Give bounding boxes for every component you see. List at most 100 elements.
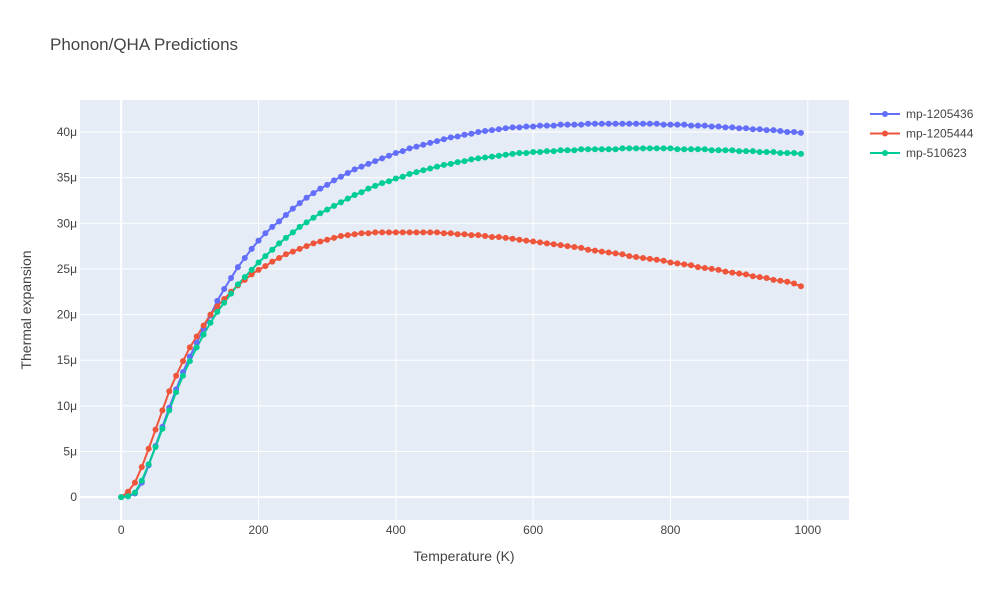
- data-point[interactable]: [241, 254, 248, 261]
- data-point[interactable]: [688, 122, 695, 129]
- data-point[interactable]: [282, 234, 289, 241]
- data-point[interactable]: [248, 245, 255, 252]
- data-point[interactable]: [289, 248, 296, 255]
- data-point[interactable]: [646, 120, 653, 127]
- data-point[interactable]: [585, 146, 592, 153]
- data-point[interactable]: [743, 271, 750, 278]
- data-point[interactable]: [179, 372, 186, 379]
- data-point[interactable]: [578, 146, 585, 153]
- data-point[interactable]: [585, 120, 592, 127]
- data-point[interactable]: [447, 230, 454, 237]
- data-point[interactable]: [701, 122, 708, 129]
- data-point[interactable]: [372, 182, 379, 189]
- data-point[interactable]: [344, 170, 351, 177]
- data-point[interactable]: [791, 149, 798, 156]
- data-point[interactable]: [729, 124, 736, 131]
- data-point[interactable]: [784, 278, 791, 285]
- data-point[interactable]: [598, 120, 605, 127]
- data-point[interactable]: [337, 233, 344, 240]
- data-point[interactable]: [681, 146, 688, 153]
- data-point[interactable]: [372, 158, 379, 165]
- data-point[interactable]: [482, 233, 489, 240]
- data-point[interactable]: [241, 274, 248, 281]
- data-point[interactable]: [495, 152, 502, 159]
- data-point[interactable]: [468, 156, 475, 163]
- data-point[interactable]: [385, 152, 392, 159]
- data-point[interactable]: [372, 229, 379, 236]
- data-point[interactable]: [365, 160, 372, 167]
- data-point[interactable]: [454, 133, 461, 140]
- data-point[interactable]: [324, 181, 331, 188]
- data-point[interactable]: [406, 170, 413, 177]
- data-point[interactable]: [571, 244, 578, 250]
- data-point[interactable]: [715, 147, 722, 154]
- data-point[interactable]: [413, 143, 420, 150]
- data-point[interactable]: [475, 155, 482, 162]
- data-point[interactable]: [640, 120, 647, 127]
- data-point[interactable]: [186, 353, 193, 360]
- data-point[interactable]: [406, 229, 413, 236]
- data-point[interactable]: [736, 270, 743, 277]
- data-point[interactable]: [722, 147, 729, 154]
- data-point[interactable]: [310, 190, 317, 197]
- data-point[interactable]: [482, 128, 489, 135]
- data-point[interactable]: [537, 239, 544, 246]
- data-point[interactable]: [248, 266, 255, 273]
- data-point[interactable]: [784, 128, 791, 135]
- data-point[interactable]: [296, 200, 303, 207]
- data-point[interactable]: [770, 276, 777, 283]
- data-point[interactable]: [427, 165, 434, 172]
- data-point[interactable]: [207, 319, 214, 326]
- data-point[interactable]: [200, 331, 207, 338]
- data-point[interactable]: [440, 161, 447, 168]
- data-point[interactable]: [358, 163, 365, 170]
- data-point[interactable]: [221, 299, 228, 306]
- data-point[interactable]: [736, 148, 743, 155]
- data-point[interactable]: [530, 149, 537, 156]
- data-point[interactable]: [337, 173, 344, 180]
- data-point[interactable]: [557, 121, 564, 128]
- data-point[interactable]: [646, 255, 653, 262]
- data-point[interactable]: [255, 266, 262, 273]
- data-point[interactable]: [214, 303, 221, 310]
- data-point[interactable]: [646, 145, 653, 152]
- data-point[interactable]: [523, 123, 530, 130]
- data-point[interactable]: [653, 120, 660, 127]
- data-point[interactable]: [495, 233, 502, 240]
- data-point[interactable]: [681, 261, 688, 268]
- data-point[interactable]: [468, 130, 475, 137]
- data-point[interactable]: [186, 344, 193, 351]
- data-point[interactable]: [660, 257, 667, 264]
- data-point[interactable]: [282, 212, 289, 219]
- data-point[interactable]: [289, 205, 296, 212]
- data-point[interactable]: [331, 202, 338, 209]
- data-point[interactable]: [131, 479, 138, 486]
- data-point[interactable]: [674, 146, 681, 153]
- data-point[interactable]: [379, 180, 386, 187]
- data-point[interactable]: [145, 461, 152, 468]
- data-point[interactable]: [193, 333, 200, 340]
- data-point[interactable]: [749, 148, 756, 155]
- data-point[interactable]: [365, 230, 372, 237]
- data-point[interactable]: [756, 274, 763, 281]
- data-point[interactable]: [138, 464, 145, 471]
- data-point[interactable]: [392, 149, 399, 156]
- data-point[interactable]: [564, 243, 571, 250]
- data-point[interactable]: [674, 121, 681, 128]
- data-point[interactable]: [756, 149, 763, 156]
- data-point[interactable]: [303, 219, 310, 226]
- data-point[interactable]: [488, 233, 495, 240]
- data-point[interactable]: [578, 244, 585, 251]
- data-point[interactable]: [434, 138, 441, 145]
- data-point[interactable]: [440, 230, 447, 237]
- data-point[interactable]: [248, 271, 255, 278]
- data-point[interactable]: [379, 155, 386, 162]
- legend-item-mp-1205436[interactable]: mp-1205436: [870, 107, 974, 121]
- data-point[interactable]: [516, 236, 523, 243]
- data-point[interactable]: [708, 265, 715, 272]
- data-point[interactable]: [797, 283, 804, 290]
- data-point[interactable]: [523, 149, 530, 156]
- data-point[interactable]: [571, 121, 578, 128]
- data-point[interactable]: [619, 145, 626, 152]
- data-point[interactable]: [612, 146, 619, 153]
